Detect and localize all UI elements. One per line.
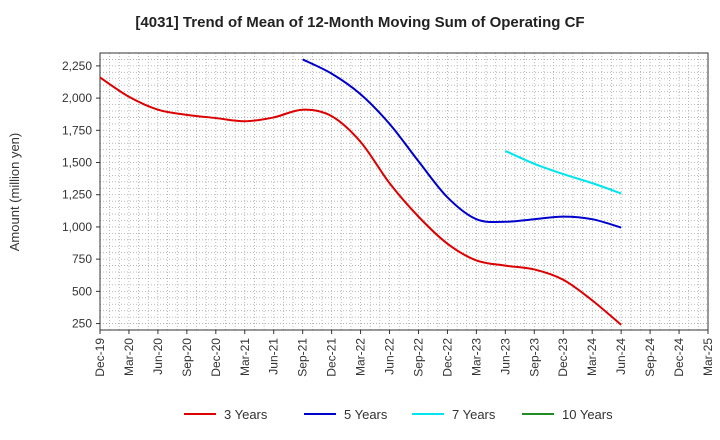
x-tick-label: Sep-23 [527,338,541,377]
x-tick-label: Sep-20 [180,338,194,377]
y-tick-label: 2,250 [62,59,92,73]
x-tick-label: Mar-23 [469,338,483,376]
x-tick-label: Mar-21 [238,338,252,376]
y-tick-label: 1,500 [62,156,92,170]
x-tick-label: Jun-21 [267,338,281,375]
x-tick-label: Jun-22 [383,338,397,375]
y-tick-label: 1,750 [62,123,92,137]
y-tick-label: 500 [72,284,92,298]
x-tick-label: Jun-24 [614,338,628,375]
x-tick-label: Sep-24 [643,338,657,377]
y-tick-label: 250 [72,317,92,331]
x-tick-label: Mar-24 [585,338,599,376]
y-tick-label: 2,000 [62,91,92,105]
y-axis-label: Amount (million yen) [7,133,22,252]
plot-area [99,52,709,331]
x-tick-label: Sep-21 [296,338,310,377]
legend-label-7-years: 7 Years [452,407,496,422]
x-tick-label: Jun-23 [498,338,512,375]
x-tick-label: Jun-20 [151,338,165,375]
x-tick-label: Mar-25 [701,338,715,376]
legend-label-3-years: 3 Years [224,407,268,422]
x-tick-label: Dec-23 [556,338,570,377]
chart-title: [4031] Trend of Mean of 12-Month Moving … [135,14,585,31]
x-tick-label: Dec-22 [440,338,454,377]
series-line-5-years [302,58,622,229]
series-line-3-years [99,76,622,326]
legend-label-5-years: 5 Years [344,407,388,422]
x-tick-label: Dec-19 [93,338,107,377]
series-line-7-years [504,150,622,195]
x-tick-label: Sep-22 [411,338,425,377]
x-tick-label: Dec-24 [672,338,686,377]
legend-label-10-years: 10 Years [562,407,613,422]
y-tick-label: 1,250 [62,188,92,202]
y-tick-label: 1,000 [62,220,92,234]
x-tick-label: Mar-20 [122,338,136,376]
y-tick-label: 750 [72,252,92,266]
x-tick-label: Mar-22 [354,338,368,376]
x-tick-label: Dec-21 [325,338,339,377]
x-tick-label: Dec-20 [209,338,223,377]
